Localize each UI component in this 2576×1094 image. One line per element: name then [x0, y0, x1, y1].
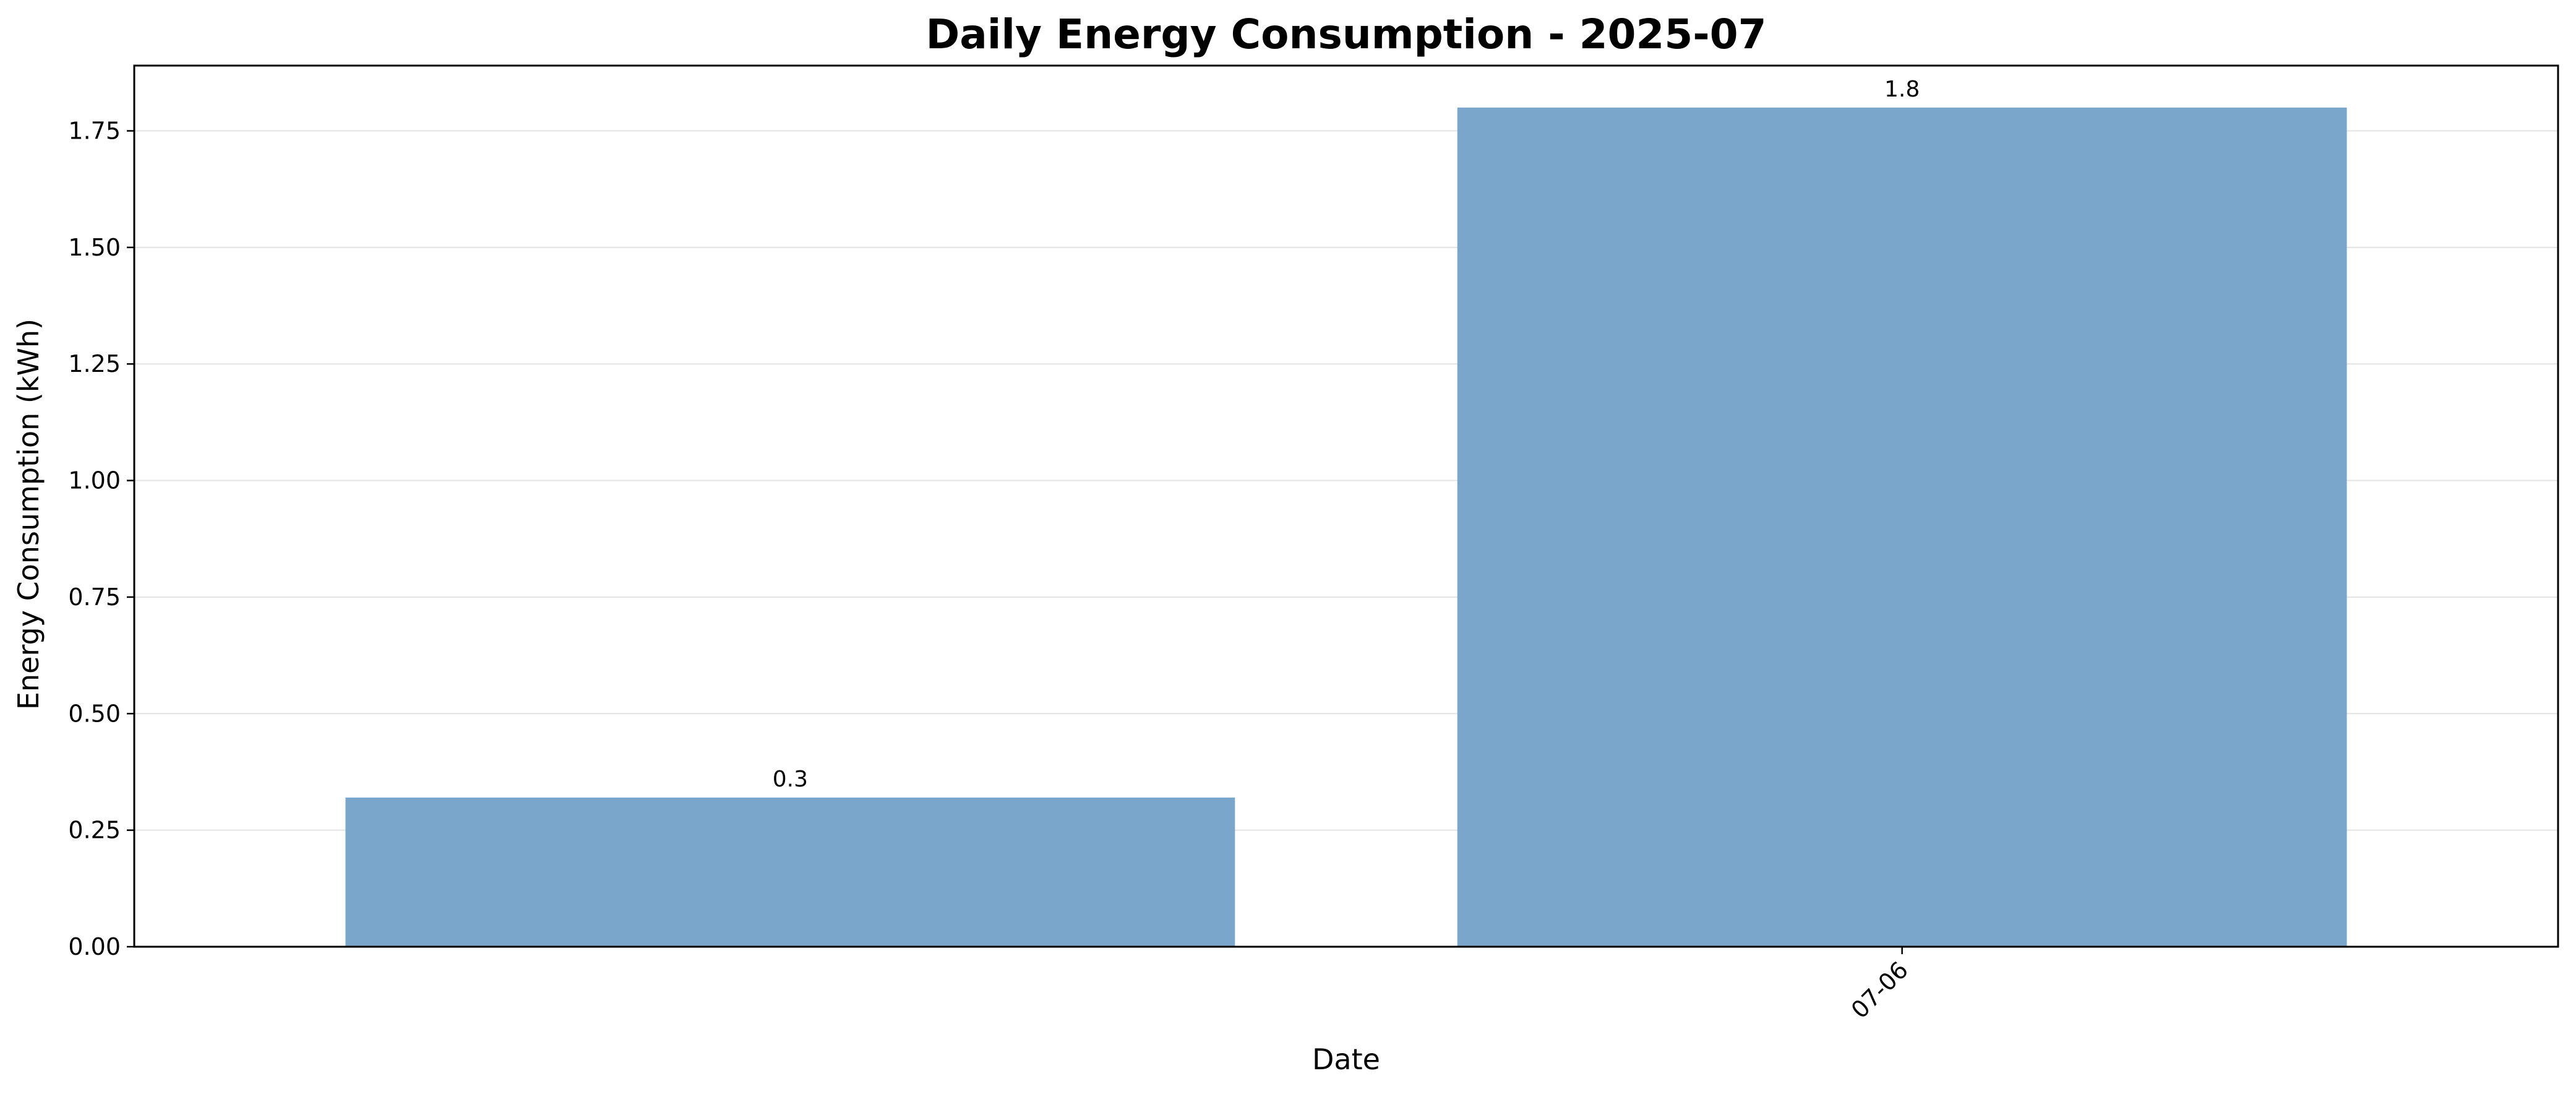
y-tick-label: 0.00: [68, 933, 121, 960]
bars: [345, 107, 2347, 947]
y-tick-label: 1.75: [68, 117, 121, 144]
plot-frame: [133, 64, 2559, 948]
y-tick-label: 0.50: [68, 700, 121, 727]
y-tick-label: 1.50: [68, 234, 121, 261]
bar-value-label: 0.3: [773, 767, 808, 792]
y-tick-label: 0.75: [68, 584, 121, 611]
bar: [1457, 107, 2347, 947]
data-labels: 0.3 1.8: [773, 77, 1920, 792]
bar-value-label: 1.8: [1884, 77, 1920, 102]
x-axis-label: Date: [1312, 1043, 1380, 1076]
y-tick-label: 0.25: [68, 817, 121, 844]
chart-title: Daily Energy Consumption - 2025-07: [925, 11, 1766, 58]
x-tick-label: 07-06: [1846, 956, 1913, 1023]
bar: [345, 797, 1235, 947]
y-axis-label: Energy Consumption (kWh): [12, 319, 45, 710]
y-tick-label: 1.00: [68, 467, 121, 494]
y-tick-label: 1.25: [68, 350, 121, 377]
